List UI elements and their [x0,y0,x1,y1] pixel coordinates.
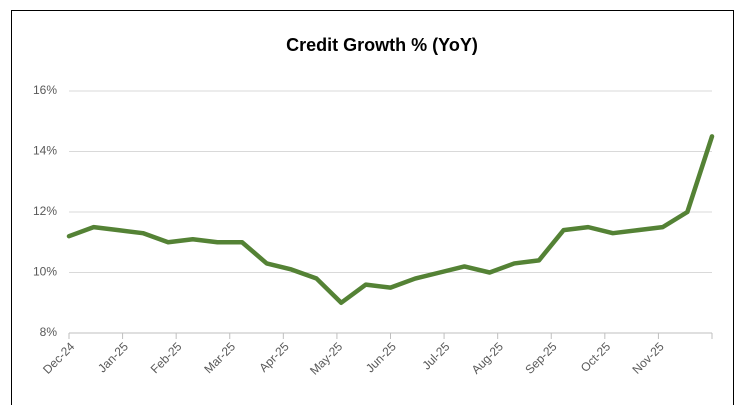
y-tick-label: 16% [33,83,57,97]
y-tick-label: 14% [33,144,57,158]
y-tick-label: 12% [33,204,57,218]
chart-frame [11,10,734,405]
y-tick-label: 8% [40,325,58,339]
data-line [66,134,715,305]
chart-title: Credit Growth % (YoY) [286,35,478,55]
y-tick-label: 10% [33,265,57,279]
